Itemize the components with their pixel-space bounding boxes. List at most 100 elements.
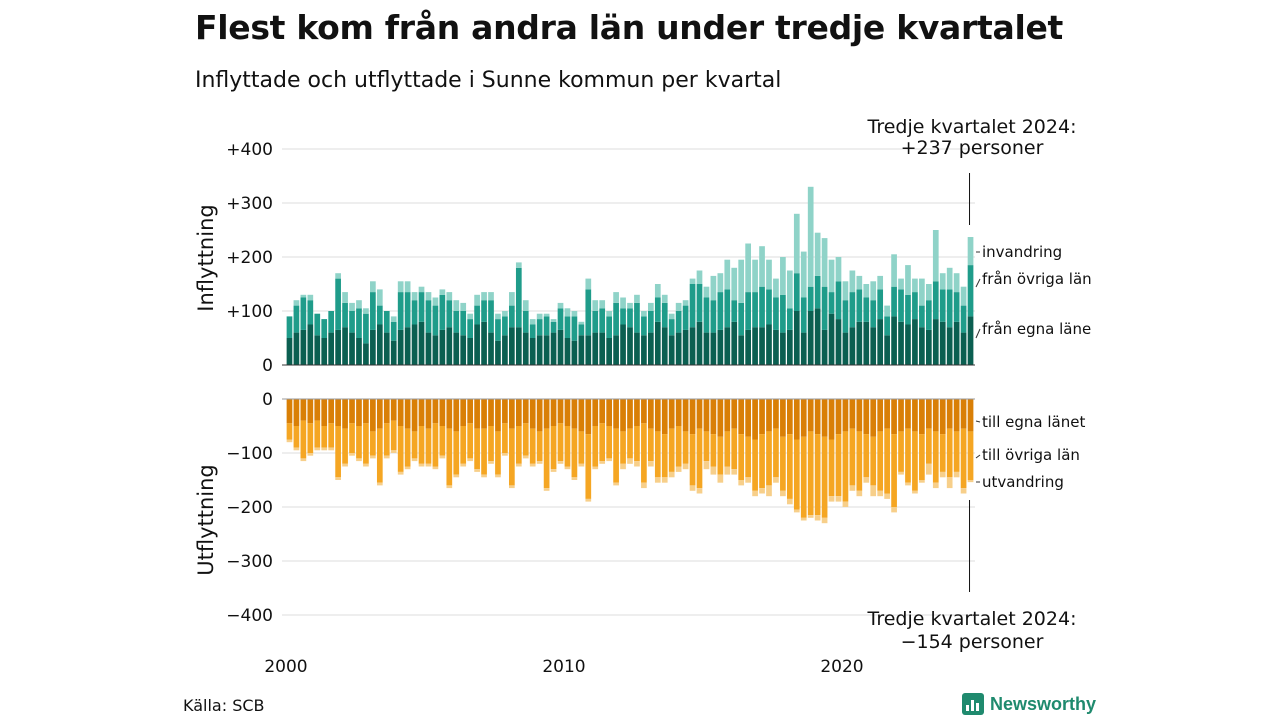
bar-in-ovriga — [515, 267, 522, 328]
bar-ut-utvandring — [689, 485, 696, 491]
bar-ut-ovriga — [557, 423, 564, 462]
bar-in-ovriga — [960, 305, 967, 333]
bar-in-invandring — [780, 257, 786, 295]
bar-in-ovriga — [502, 316, 508, 336]
bar-in-invandring — [724, 259, 731, 290]
bar-ut-egna — [738, 399, 745, 435]
bar-in-invandring — [522, 300, 529, 311]
bar-in-invandring — [773, 278, 779, 298]
bar-ut-ovriga — [717, 436, 724, 475]
bar-in-egna — [780, 332, 786, 365]
bar-in-ovriga — [863, 297, 870, 322]
bar-ut-utvandring — [863, 477, 870, 483]
bar-ut-egna — [411, 399, 418, 432]
bar-in-invandring — [786, 270, 793, 309]
bar-ut-utvandring — [509, 485, 515, 489]
bar-ut-egna — [953, 399, 960, 432]
bar-in-egna — [898, 321, 904, 365]
bar-in-ovriga — [342, 302, 348, 328]
bar-in-invandring — [342, 292, 348, 303]
bar-in-invandring — [745, 243, 751, 293]
bar-ut-ovriga — [606, 426, 612, 459]
bar-ut-utvandring — [328, 447, 335, 451]
bar-ut-egna — [780, 399, 786, 437]
bar-ut-egna — [703, 399, 710, 432]
bar-in-ovriga — [536, 319, 543, 336]
bar-in-egna — [773, 329, 779, 365]
bar-in-egna — [585, 335, 592, 365]
bar-ut-egna — [745, 399, 751, 437]
bar-in-egna — [571, 340, 578, 365]
bar-in-egna — [668, 335, 675, 365]
bar-ut-egna — [613, 399, 619, 429]
bar-in-invandring — [376, 289, 383, 306]
bar-ut-utvandring — [668, 471, 675, 478]
bar-in-ovriga — [842, 300, 849, 333]
bar-ut-utvandring — [967, 480, 974, 483]
bar-in-egna — [620, 324, 626, 365]
bar-ut-egna — [634, 399, 640, 426]
bar-in-ovriga — [418, 292, 425, 322]
bar-in-egna — [481, 321, 487, 365]
bar-in-invandring — [689, 278, 696, 284]
bar-ut-ovriga — [703, 431, 710, 462]
bar-in-egna — [432, 335, 439, 365]
bar-in-ovriga — [668, 319, 675, 336]
bar-ut-utvandring — [654, 477, 661, 483]
series-label-leader — [975, 328, 981, 339]
bar-ut-utvandring — [675, 466, 682, 472]
bar-ut-egna — [793, 399, 800, 440]
bar-in-ovriga — [689, 284, 696, 328]
bar-ut-egna — [807, 399, 814, 432]
bar-ut-utvandring — [898, 471, 904, 475]
bar-in-egna — [474, 324, 480, 365]
bar-ut-egna — [460, 399, 467, 426]
bar-in-egna — [884, 335, 890, 365]
bar-in-ovriga — [932, 281, 939, 320]
bar-in-ovriga — [356, 308, 362, 338]
bar-ut-utvandring — [418, 463, 425, 467]
bar-ut-egna — [717, 399, 724, 437]
bar-ut-ovriga — [335, 426, 341, 478]
bar-ut-ovriga — [613, 428, 619, 483]
bar-in-egna — [321, 338, 328, 365]
bar-in-invandring — [932, 230, 939, 282]
bar-in-ovriga — [946, 289, 953, 328]
bar-ut-ovriga — [661, 434, 668, 478]
bar-in-egna — [654, 321, 661, 365]
bar-in-invandring — [529, 319, 536, 325]
bar-in-egna — [418, 321, 425, 365]
bar-in-egna — [960, 332, 967, 365]
bar-ut-utvandring — [453, 474, 460, 478]
bar-ut-egna — [390, 399, 397, 421]
bar-ut-utvandring — [557, 461, 564, 464]
bar-in-egna — [835, 319, 842, 365]
series-label-leader — [975, 278, 981, 288]
bar-in-ovriga — [759, 286, 765, 328]
bar-ut-egna — [509, 399, 515, 429]
bar-in-invandring — [439, 289, 446, 295]
bar-ut-ovriga — [919, 434, 925, 480]
bar-in-ovriga — [912, 292, 918, 320]
bar-ut-ovriga — [842, 431, 849, 502]
bar-in-egna — [314, 335, 321, 365]
bar-ut-ovriga — [578, 431, 585, 464]
bar-ut-ovriga — [953, 431, 960, 472]
bar-in-invandring — [460, 302, 467, 311]
bar-in-ovriga — [641, 316, 647, 336]
bar-ut-ovriga — [488, 426, 494, 462]
bar-in-invandring — [905, 265, 911, 295]
bar-in-invandring — [849, 270, 856, 293]
bar-ut-egna — [675, 399, 682, 426]
bar-in-ovriga — [613, 302, 619, 336]
bar-in-invandring — [717, 273, 724, 293]
bar-ut-ovriga — [932, 431, 939, 483]
bar-in-invandring — [925, 284, 932, 301]
bar-ut-ovriga — [877, 431, 884, 491]
y-tick-label-top: +400 — [226, 140, 273, 160]
bar-ut-utvandring — [932, 482, 939, 489]
bar-in-invandring — [752, 259, 758, 293]
series-label-leader — [975, 420, 981, 423]
bar-in-ovriga — [953, 292, 960, 322]
bar-ut-egna — [828, 399, 835, 440]
